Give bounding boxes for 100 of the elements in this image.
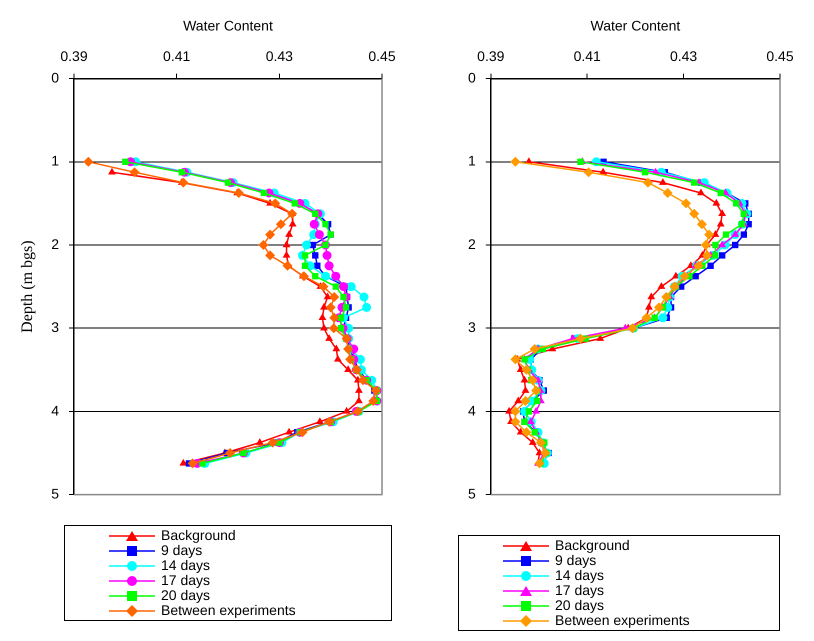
- point: [532, 406, 540, 414]
- legend-label: 9 days: [555, 552, 596, 568]
- point: [178, 178, 188, 188]
- point: [577, 158, 584, 165]
- point: [368, 396, 378, 406]
- y-tick-label: 0: [468, 69, 476, 86]
- point: [510, 156, 520, 167]
- legend-label: Background: [161, 527, 236, 543]
- point: [122, 158, 129, 165]
- point: [707, 262, 714, 269]
- point: [534, 458, 544, 468]
- point: [287, 208, 298, 219]
- point: [700, 240, 711, 250]
- point: [342, 304, 350, 311]
- point: [302, 262, 308, 269]
- point: [130, 167, 140, 178]
- point: [332, 283, 339, 290]
- point: [302, 252, 308, 259]
- point: [312, 252, 318, 259]
- x-tick-label: 0.45: [766, 48, 794, 64]
- point: [276, 219, 286, 230]
- point: [654, 302, 664, 312]
- point: [658, 178, 667, 185]
- y-tick-label: 1: [51, 152, 60, 169]
- point: [694, 260, 704, 271]
- point: [188, 458, 198, 468]
- point: [740, 231, 748, 238]
- point: [360, 292, 369, 302]
- point: [329, 292, 340, 302]
- point: [312, 273, 318, 280]
- point: [314, 262, 320, 269]
- point: [256, 438, 264, 445]
- point: [355, 386, 363, 393]
- legend-label: 14 days: [161, 557, 210, 573]
- point: [718, 190, 724, 196]
- point: [696, 219, 707, 230]
- point: [510, 416, 520, 427]
- point: [510, 354, 520, 364]
- point: [680, 271, 690, 282]
- point: [514, 396, 522, 404]
- point: [346, 282, 356, 292]
- x-tick-label: 0.41: [574, 48, 602, 64]
- point: [702, 250, 712, 260]
- point: [531, 386, 542, 396]
- point: [234, 188, 244, 198]
- y-tick-label: 2: [51, 236, 60, 252]
- point: [704, 230, 714, 240]
- point: [522, 386, 530, 393]
- point: [292, 200, 298, 207]
- point: [108, 168, 116, 174]
- y-axis-title: Depth (m bgs): [18, 240, 36, 333]
- point: [314, 230, 324, 240]
- point: [692, 273, 699, 280]
- point: [320, 302, 328, 310]
- point: [338, 314, 344, 321]
- point: [298, 271, 309, 282]
- point: [270, 198, 280, 208]
- point: [320, 324, 328, 330]
- point: [520, 376, 528, 382]
- point: [716, 220, 725, 226]
- x-tick-label: 0.39: [60, 48, 88, 64]
- point: [326, 302, 336, 312]
- legend-label: Between experiments: [555, 612, 690, 628]
- point: [338, 325, 344, 332]
- point: [722, 231, 730, 238]
- point: [355, 396, 363, 404]
- point: [224, 179, 232, 186]
- point: [575, 334, 586, 344]
- point: [297, 427, 308, 438]
- point: [324, 292, 332, 300]
- point: [642, 169, 648, 176]
- point: [521, 364, 532, 375]
- point: [697, 188, 705, 196]
- point: [642, 178, 653, 188]
- point: [344, 365, 352, 372]
- point: [528, 375, 538, 386]
- x-tick-label: 0.43: [670, 48, 698, 64]
- x-axis-title: Water Content: [590, 17, 680, 34]
- point: [718, 240, 726, 248]
- point: [712, 198, 720, 206]
- x-tick-label: 0.45: [368, 48, 396, 64]
- point: [282, 260, 293, 271]
- point: [691, 179, 698, 186]
- legend-label: 14 days: [555, 567, 604, 583]
- point: [528, 438, 537, 445]
- x-tick-label: 0.43: [266, 48, 294, 64]
- point: [661, 292, 672, 302]
- legend-label: 17 days: [161, 572, 210, 588]
- point: [520, 396, 530, 406]
- point: [282, 250, 290, 258]
- y-tick-label: 4: [468, 402, 476, 418]
- point: [540, 448, 550, 458]
- point: [318, 313, 326, 320]
- point: [681, 198, 692, 208]
- y-tick-label: 3: [468, 319, 476, 336]
- point: [282, 240, 290, 248]
- point: [584, 167, 594, 178]
- legend-label: 9 days: [161, 542, 202, 558]
- point: [712, 230, 720, 237]
- point: [718, 209, 726, 216]
